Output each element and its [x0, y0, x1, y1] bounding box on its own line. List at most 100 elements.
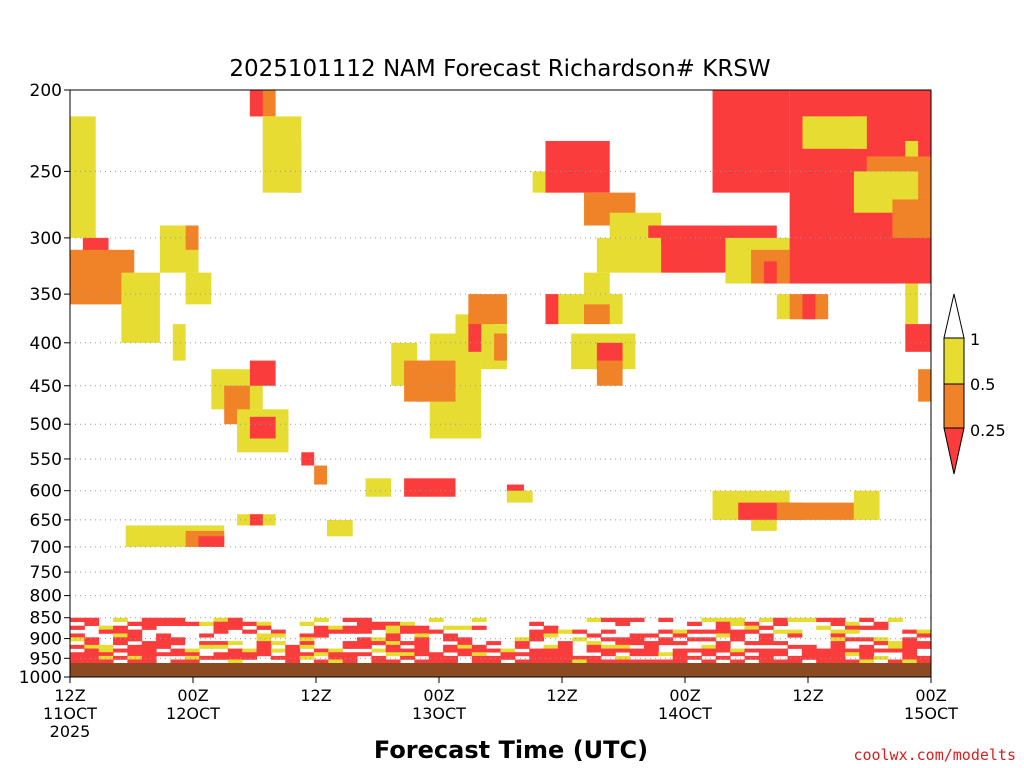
band-cell: [428, 617, 444, 623]
band-cell: [672, 648, 688, 653]
band-cell: [156, 644, 171, 649]
band-cell: [873, 637, 889, 642]
band-cell: [170, 641, 186, 646]
band-cell: [701, 652, 717, 657]
band-cell: [227, 652, 243, 657]
band-cell: [873, 621, 889, 626]
band-cell: [644, 633, 659, 638]
band-cell: [557, 659, 573, 664]
band-cell: [887, 648, 903, 653]
band-cell: [600, 637, 616, 642]
band-cell: [658, 641, 674, 646]
band-cell: [256, 637, 272, 642]
band-cell: [213, 641, 229, 646]
band-cell: [615, 617, 631, 623]
band-cell: [256, 641, 272, 646]
band-cell: [170, 617, 186, 623]
band-cell: [787, 659, 803, 664]
band-cell: [787, 633, 803, 638]
legend-swatch: [943, 337, 965, 385]
band-cell: [902, 655, 918, 660]
band-cell: [256, 644, 272, 649]
band-cell: [70, 637, 85, 642]
y-tick-label: 600: [30, 482, 62, 502]
ri-cell-light: [905, 283, 919, 325]
band-cell: [227, 641, 243, 646]
ri-cell-strong: [249, 90, 263, 117]
band-cell: [916, 659, 932, 664]
band-cell: [586, 644, 602, 649]
legend-swatch: [943, 383, 965, 429]
band-cell: [557, 652, 573, 657]
x-tick-label: 12Z: [54, 686, 85, 705]
y-tick-label: 300: [30, 229, 62, 249]
band-cell: [902, 629, 918, 634]
band-cell: [313, 652, 329, 657]
band-cell: [600, 648, 616, 653]
x-tick-label: 2025: [50, 722, 91, 741]
band-cell: [414, 641, 430, 646]
band-cell: [84, 621, 100, 626]
band-cell: [758, 652, 774, 657]
band-cell: [371, 637, 387, 642]
band-cell: [385, 652, 401, 657]
band-cell: [600, 617, 616, 623]
band-cell: [730, 633, 745, 638]
band-cell: [371, 621, 387, 626]
band-cell: [127, 644, 143, 649]
band-cell: [457, 644, 473, 649]
y-tick-label: 200: [30, 81, 62, 101]
band-cell: [486, 659, 501, 664]
band-cell: [758, 655, 774, 660]
band-cell: [887, 659, 903, 664]
band-cell: [400, 655, 415, 660]
band-cell: [557, 641, 573, 646]
band-cell: [902, 644, 918, 649]
band-cell: [730, 617, 745, 623]
y-tick-label: 750: [30, 563, 62, 583]
ri-cell-strong: [802, 294, 816, 320]
band-cell: [328, 629, 344, 634]
band-cell: [227, 659, 243, 664]
band-cell: [787, 617, 803, 623]
band-cell: [156, 637, 171, 642]
band-cell: [299, 637, 315, 642]
band-cell: [830, 621, 846, 626]
band-cell: [385, 637, 401, 642]
band-cell: [629, 633, 645, 638]
band-cell: [227, 621, 243, 626]
band-cell: [84, 652, 100, 657]
band-cell: [270, 655, 286, 660]
band-cell: [357, 644, 372, 649]
ri-cell-light: [121, 272, 160, 343]
band-cell: [816, 652, 832, 657]
band-cell: [170, 637, 186, 642]
x-tick-label: 12Z: [792, 686, 823, 705]
band-cell: [629, 648, 645, 653]
band-cell: [687, 621, 702, 626]
band-cell: [715, 621, 731, 626]
band-cell: [600, 659, 616, 664]
band-cell: [816, 659, 832, 664]
band-cell: [543, 644, 559, 649]
band-cell: [414, 659, 430, 664]
band-cell: [529, 659, 545, 664]
band-cell: [787, 644, 803, 649]
band-cell: [141, 641, 157, 646]
band-cell: [629, 617, 645, 623]
band-cell: [744, 625, 760, 630]
band-cell: [701, 644, 717, 649]
band-cell: [141, 625, 157, 630]
band-cell: [457, 625, 473, 630]
ri-cell-light: [853, 490, 880, 520]
band-cell: [902, 641, 918, 646]
band-cell: [299, 621, 315, 626]
band-cell: [529, 629, 545, 634]
band-cell: [744, 655, 760, 660]
band-cell: [242, 629, 258, 634]
ri-cell-strong: [763, 261, 777, 284]
band-cell: [830, 617, 846, 623]
band-cell: [572, 655, 588, 660]
band-cell: [428, 629, 444, 634]
band-cell: [629, 637, 645, 642]
